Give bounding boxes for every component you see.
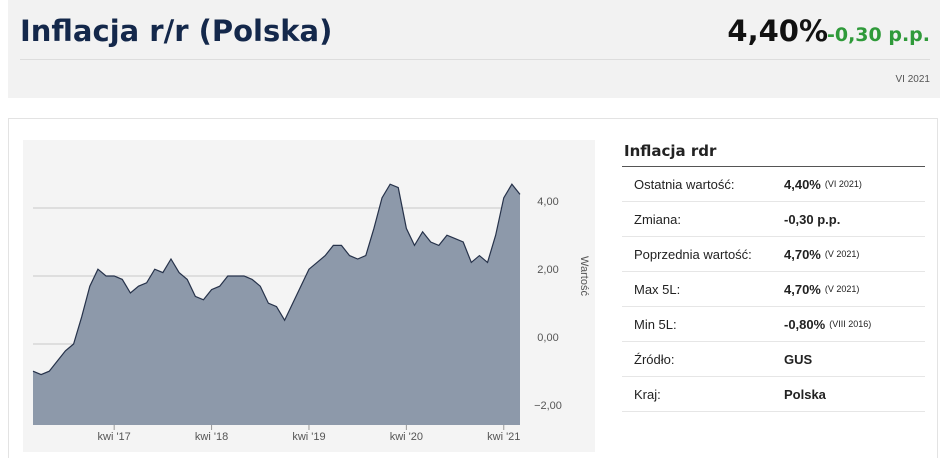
table-row: Zmiana: -0,30 p.p.: [622, 202, 925, 237]
y-tick-label: −2,00: [534, 400, 562, 412]
x-tick-label: kwi '19: [292, 431, 325, 443]
divider: [20, 59, 930, 60]
table-row: Min 5L: -0,80% (VIII 2016): [622, 307, 925, 342]
table-title: Inflacja rdr: [622, 140, 925, 167]
table-row: Kraj: Polska: [622, 377, 925, 412]
table-row: Ostatnia wartość: 4,40% (VI 2021): [622, 167, 925, 202]
row-label: Źródło:: [634, 351, 675, 367]
change: -0,30 p.p.: [826, 24, 930, 46]
title: Inflacja r/r (Polska): [20, 14, 333, 48]
current-value: 4,40%: [727, 14, 828, 48]
date: VI 2021: [895, 74, 930, 85]
row-value: -0,80%: [784, 316, 826, 332]
y-tick-label: 4,00: [537, 196, 558, 208]
table-row: Poprzednia wartość: 4,70% (V 2021): [622, 237, 925, 272]
row-value: -0,30 p.p.: [784, 211, 841, 227]
y-tick-label: 2,00: [537, 264, 558, 276]
x-tick-label: kwi '20: [390, 431, 423, 443]
table-body: Ostatnia wartość: 4,40% (VI 2021) Zmiana: -0…: [622, 167, 925, 412]
line: [32, 183, 521, 376]
row-value: 4,40%: [784, 176, 821, 192]
row-label: Zmiana:: [634, 211, 681, 227]
row-value: Polska: [784, 386, 826, 402]
x-tick-label: kwi '18: [195, 431, 228, 443]
row-value: 4,70%: [784, 281, 821, 297]
row-label: Max 5L:: [634, 281, 681, 297]
table-row: Max 5L: 4,70% (V 2021): [622, 272, 925, 307]
row-label: Kraj:: [634, 386, 661, 402]
header: Inflacja r/r (Polska) 4,40% -0,30 p.p. V…: [8, 0, 940, 98]
row-value: 4,70%: [784, 246, 821, 262]
panel: [8, 118, 938, 458]
row-note: (VI 2021): [824, 179, 862, 189]
row-label: Min 5L:: [634, 316, 677, 332]
row-label: Poprzednia wartość:: [634, 246, 752, 262]
row-label: Ostatnia wartość:: [634, 176, 735, 192]
y-axis-label: Wartość: [578, 256, 590, 296]
area: [33, 184, 520, 425]
row-value: GUS: [784, 351, 813, 367]
table-row: Źródło: GUS: [622, 342, 925, 377]
x-tick-label: kwi '17: [98, 431, 131, 443]
y-tick-label: 0,00: [537, 332, 558, 344]
row-note: (V 2021): [824, 249, 860, 259]
row-note: (V 2021): [824, 284, 860, 294]
info-table: Inflacja rdr Ostatnia wartość: 4,40% (VI 2…: [622, 140, 925, 412]
row-note: (VIII 2016): [829, 319, 872, 329]
x-tick-label: kwi '21: [487, 431, 520, 443]
